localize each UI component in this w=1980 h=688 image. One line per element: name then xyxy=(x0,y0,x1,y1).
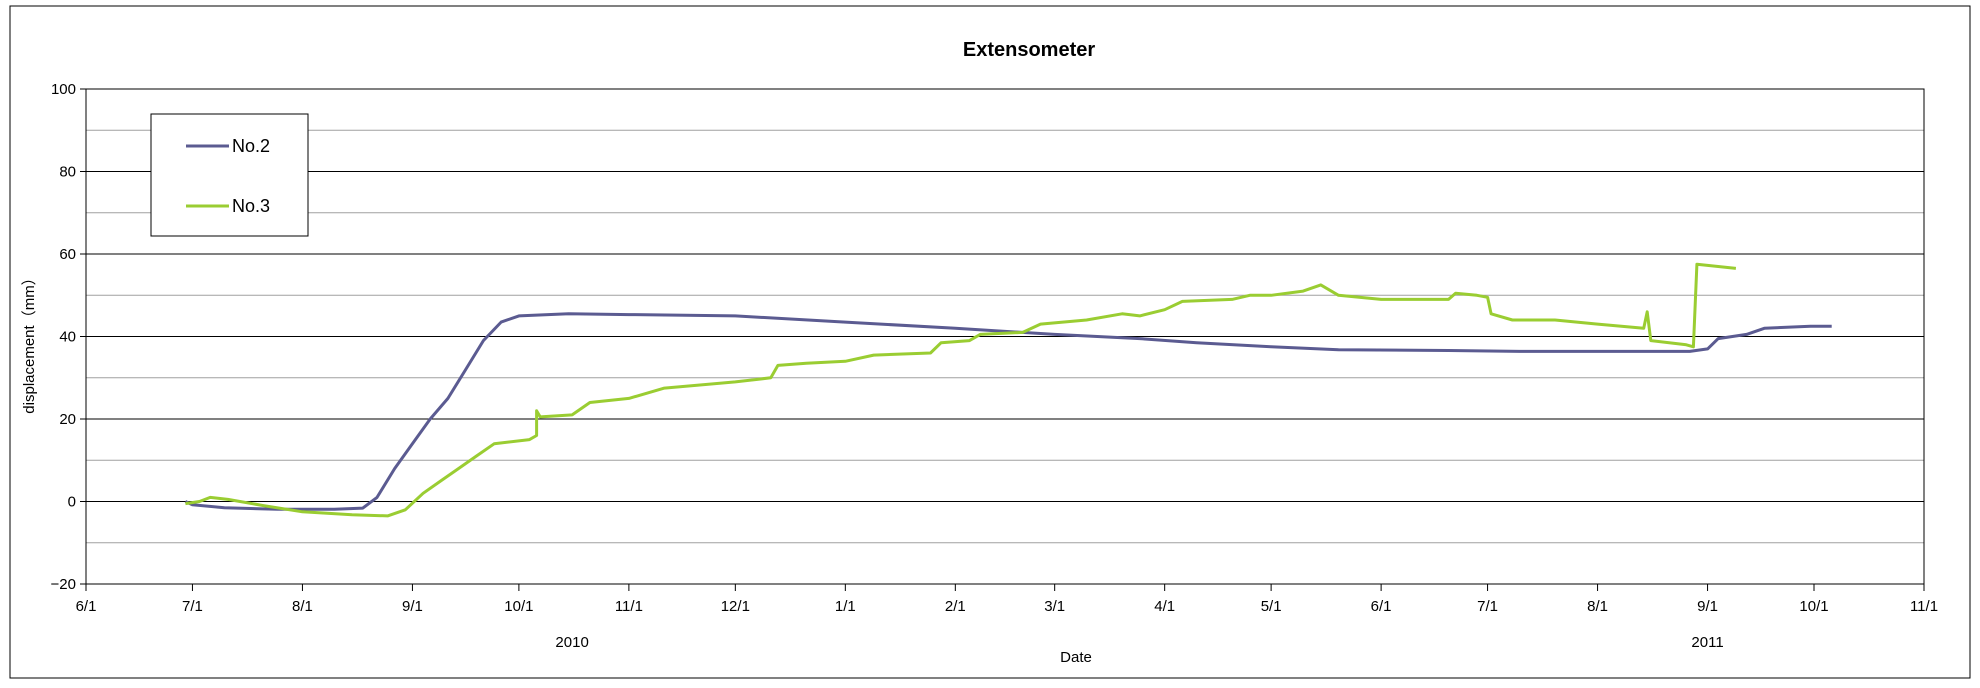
x-tick-label: 8/1 xyxy=(292,598,313,615)
y-tick-label: 100 xyxy=(51,81,76,98)
y-tick-label: 60 xyxy=(59,246,76,263)
x-axis-label: Date xyxy=(1060,649,1092,666)
x-tick-label: 10/1 xyxy=(504,598,533,615)
year-label: 2011 xyxy=(1691,634,1723,651)
x-tick-label: 11/1 xyxy=(1910,598,1938,615)
y-axis-label: displacement（mm） xyxy=(21,270,38,413)
axes: −20 0 20 40 60 80 100 6/1 7/1 8/1 9/1 10/1 11/1 12/1 1… xyxy=(51,81,1939,651)
x-tick-label: 11/1 xyxy=(615,598,643,615)
legend: No.2 No.3 xyxy=(150,113,309,237)
y-tick-label: −20 xyxy=(51,576,76,593)
year-label: 2010 xyxy=(555,634,588,651)
x-tick-label: 6/1 xyxy=(1371,598,1392,615)
y-tick-label: 20 xyxy=(59,411,76,428)
x-tick-label: 10/1 xyxy=(1799,598,1828,615)
x-tick-label: 4/1 xyxy=(1154,598,1175,615)
x-tick-label: 2/1 xyxy=(945,598,966,615)
x-tick-label: 9/1 xyxy=(1697,598,1718,615)
legend-label-no2: No.2 xyxy=(232,136,270,156)
series-line-no2 xyxy=(184,312,1832,511)
series-layer xyxy=(184,262,1832,518)
legend-label-no3: No.3 xyxy=(232,196,270,216)
y-tick-label: 40 xyxy=(59,329,76,346)
x-tick-label: 6/1 xyxy=(76,598,97,615)
chart-title: Extensometer xyxy=(963,39,1095,61)
y-tick-label: 0 xyxy=(68,494,76,511)
x-tick-label: 7/1 xyxy=(182,598,203,615)
chart-border xyxy=(9,5,1971,679)
x-tick-label: 7/1 xyxy=(1477,598,1498,615)
series-line-no3 xyxy=(185,262,1737,518)
x-tick-label: 5/1 xyxy=(1261,598,1282,615)
y-tick-label: 80 xyxy=(59,164,76,181)
x-tick-label: 12/1 xyxy=(721,598,750,615)
gridlines xyxy=(86,129,1924,544)
x-tick-label: 3/1 xyxy=(1044,598,1065,615)
x-tick-label: 9/1 xyxy=(402,598,423,615)
legend-box xyxy=(150,113,309,237)
x-tick-label: 1/1 xyxy=(835,598,856,615)
x-tick-label: 8/1 xyxy=(1587,598,1608,615)
